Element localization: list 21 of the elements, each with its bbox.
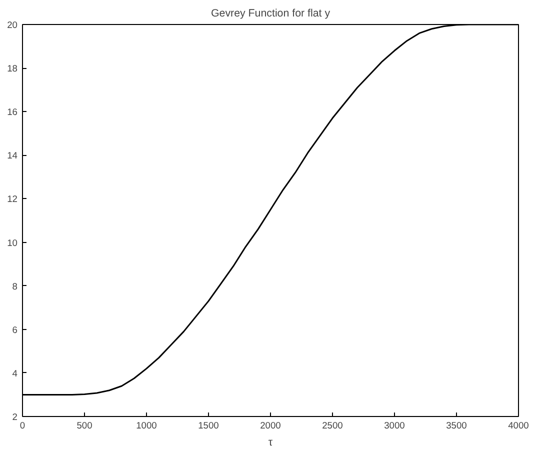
y-tick-label: 20 <box>7 20 18 30</box>
x-tick-label: 2000 <box>260 420 281 430</box>
x-tick-label: 3000 <box>384 420 405 430</box>
y-tick-label: 18 <box>7 64 18 74</box>
y-tick-label: 10 <box>7 238 18 248</box>
x-tick-label: 4000 <box>508 420 529 430</box>
y-tick-label: 6 <box>12 324 18 335</box>
y-tick-label: 4 <box>12 368 18 378</box>
y-tick-label: 16 <box>7 107 18 118</box>
y-tick-label: 8 <box>12 281 18 292</box>
x-tick-label: 500 <box>76 420 92 430</box>
y-tick-label: 2 <box>12 412 18 422</box>
y-tick-label: 12 <box>7 194 18 204</box>
x-tick-label: 3500 <box>446 420 467 430</box>
chart-title: Gevrey Function for flat y <box>210 8 331 20</box>
x-tick-label: 2500 <box>322 420 343 430</box>
x-tick-label: 0 <box>20 420 26 430</box>
x-tick-label: 1500 <box>198 420 219 430</box>
x-axis-title: τ <box>268 436 274 448</box>
y-tick-label: 14 <box>7 150 18 161</box>
x-tick-label: 1000 <box>136 420 157 430</box>
